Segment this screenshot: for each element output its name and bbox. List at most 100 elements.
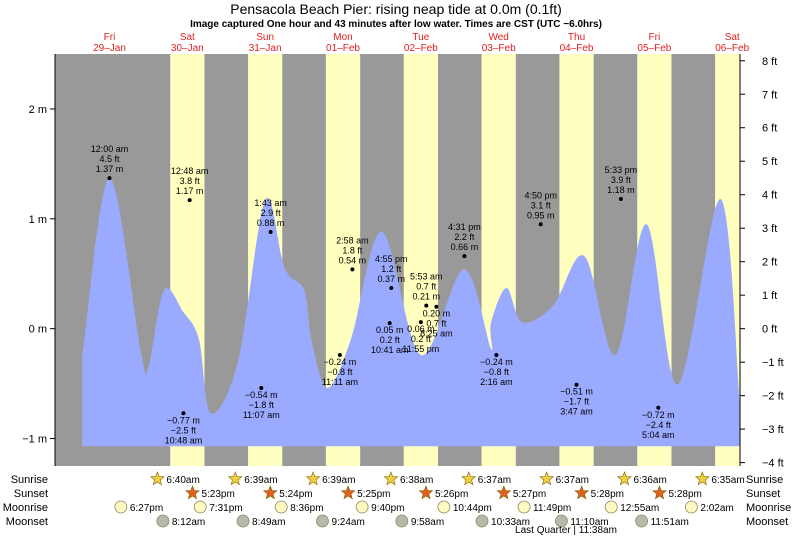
extremum-label: −0.8 ft	[327, 367, 353, 377]
row-time: 9:40pm	[371, 503, 404, 514]
extremum-label: 1.2 ft	[381, 264, 402, 274]
extremum-label: 0.2 ft	[411, 334, 432, 344]
extremum-label: 11:55 pm	[402, 344, 439, 354]
day-name: Wed	[488, 32, 508, 43]
row-time: 5:25pm	[357, 489, 390, 500]
row-time: 8:36pm	[290, 503, 323, 514]
extremum-label: −0.24 m	[480, 357, 513, 367]
left-tick-label: 0 m	[29, 324, 47, 336]
row-time: 6:27pm	[130, 503, 163, 514]
sunset-icon	[184, 485, 200, 500]
extremum-label: −0.72 m	[642, 410, 675, 420]
extremum-label: 2:16 am	[480, 377, 513, 387]
day-name: Fri	[649, 32, 661, 43]
day-name: Fri	[104, 32, 116, 43]
day-name: Mon	[333, 32, 352, 43]
astro-rows: Sunrise Sunrise 6:40am 6:39am 6:39am 6:38am 6:…	[3, 471, 791, 528]
row-label-left: Moonrise	[3, 502, 48, 514]
extremum-label: 5:04 am	[642, 430, 675, 440]
right-tick-label: 0 ft	[762, 324, 777, 336]
row-time: 8:49am	[252, 517, 285, 528]
extremum-point	[350, 267, 355, 272]
extremum-label: 2.9 ft	[261, 208, 282, 218]
moonrise-icon	[114, 500, 128, 514]
right-tick-label: 7 ft	[762, 89, 777, 101]
chart-title: Pensacola Beach Pier: rising neap tide a…	[230, 1, 562, 17]
moonset-icon	[236, 514, 250, 528]
extrema-labels: 12:00 am4.5 ft1.37 m −0.77 m−2.5 ft10:48 …	[91, 144, 675, 445]
extremum-label: 0.21 m	[413, 292, 441, 302]
row-label-right: Moonset	[746, 516, 788, 528]
extremum-label: 0.20 m	[423, 309, 451, 319]
sunrise-icon	[149, 471, 165, 486]
left-tick-label: 1 m	[29, 214, 47, 226]
axes: 2 m 1 m 0 m −1 m 8 ft 7 ft 6 ft 5 ft 4 ft 3 ft 2 f…	[22, 32, 783, 470]
moonrise-icon	[685, 500, 698, 514]
extremum-label: 11:07 am	[243, 410, 280, 420]
right-tick-label: 3 ft	[762, 223, 777, 235]
sunset-icon	[418, 485, 434, 500]
extremum-point	[574, 382, 579, 387]
row-time: 6:39am	[322, 475, 355, 486]
extremum-label: 0.7 ft	[416, 282, 437, 292]
right-tick-label: 1 ft	[762, 290, 777, 302]
extremum-label: −0.77 m	[167, 415, 200, 425]
extremum-label: −2.4 ft	[646, 420, 672, 430]
extremum-point	[107, 176, 112, 181]
extremum-label: 3.8 ft	[180, 176, 201, 186]
right-tick-label: −1 ft	[762, 357, 784, 369]
row-label-left: Sunrise	[11, 474, 48, 486]
day-name: Sat	[180, 32, 195, 43]
extremum-label: 2:58 am	[336, 235, 369, 245]
extremum-label: 1.37 m	[96, 164, 124, 174]
sunset-icon	[262, 485, 278, 500]
row-time: 7:31pm	[209, 503, 242, 514]
row-label-right: Moonrise	[746, 502, 791, 514]
moonset-icon	[316, 514, 329, 528]
day-date: 29–Jan	[93, 43, 126, 54]
right-tick-label: −2 ft	[762, 391, 784, 403]
day-date: 06–Feb	[715, 43, 749, 54]
extremum-label: 3.1 ft	[531, 200, 552, 210]
extremum-label: 0.54 m	[339, 255, 367, 265]
extremum-point	[187, 198, 192, 203]
right-tick-label: 2 ft	[762, 257, 777, 269]
extremum-point	[462, 254, 467, 259]
sunrise-icon	[305, 471, 321, 486]
extremum-point	[434, 304, 439, 309]
extremum-label: 4.5 ft	[99, 154, 120, 164]
extremum-label: 0.7 ft	[426, 319, 447, 329]
row-label-left: Sunset	[14, 488, 48, 500]
right-tick-label: 4 ft	[762, 190, 777, 202]
right-tick-label: −3 ft	[762, 424, 784, 436]
day-date: 30–Jan	[171, 43, 204, 54]
row-time: 10:44pm	[453, 503, 492, 514]
extremum-label: −0.54 m	[245, 390, 278, 400]
extremum-label: −1.8 ft	[249, 400, 275, 410]
extremum-label: 0.66 m	[451, 242, 479, 252]
moonrise-icon	[274, 500, 288, 514]
row-time: 11:51am	[651, 517, 689, 528]
moonset-icon	[395, 514, 409, 528]
extremum-point	[656, 405, 661, 410]
extremum-label: 0.88 m	[257, 218, 285, 228]
sunset-icon	[496, 485, 512, 500]
extremum-label: 5:53 am	[410, 272, 443, 282]
day-date: 31–Jan	[249, 43, 282, 54]
right-tick-label: 6 ft	[762, 123, 777, 135]
extremum-point	[337, 353, 342, 358]
extremum-label: 0.2 ft	[380, 335, 401, 345]
row-time: 5:27pm	[513, 489, 546, 500]
sunset-icon	[574, 485, 590, 500]
extremum-point	[389, 286, 394, 291]
row-label-left: Moonset	[6, 516, 48, 528]
extremum-label: 12:00 am	[91, 144, 129, 154]
row-time: 8:12am	[172, 517, 205, 528]
row-time: 6:36am	[633, 475, 666, 486]
left-tick-label: 2 m	[29, 104, 47, 116]
extremum-label: −0.8 ft	[484, 367, 510, 377]
row-time: 12:55am	[620, 503, 659, 514]
row-time: 6:40am	[166, 475, 199, 486]
extremum-point	[259, 385, 264, 390]
row-time: 9:24am	[331, 517, 364, 528]
